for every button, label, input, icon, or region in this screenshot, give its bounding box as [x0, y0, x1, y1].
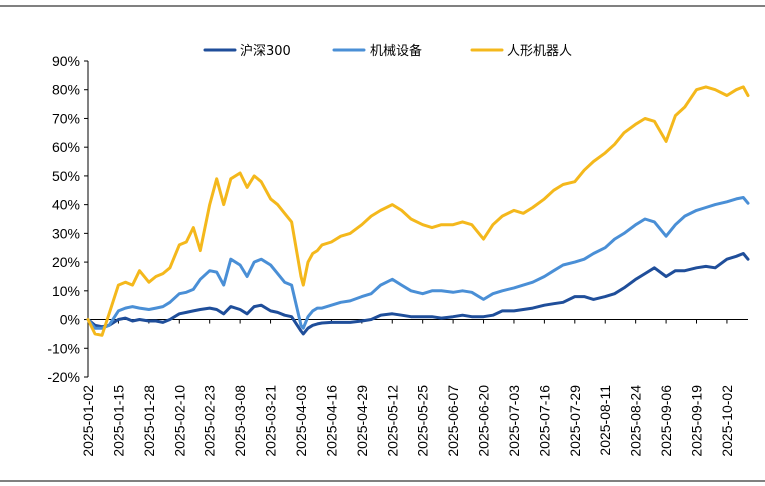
- x-tick-label: 2025-08-11: [597, 385, 613, 456]
- x-tick-label: 2025-10-02: [719, 385, 735, 457]
- x-tick-label: 2025-03-21: [263, 385, 279, 457]
- y-tick-label: -10%: [47, 340, 80, 356]
- y-tick-label: 40%: [52, 197, 80, 213]
- y-tick-label: 70%: [52, 110, 80, 126]
- series-line-2: [86, 196, 750, 330]
- x-tick-label: 2025-01-15: [110, 385, 126, 457]
- y-tick-label: 90%: [52, 53, 80, 69]
- x-tick-label: 2025-06-07: [445, 385, 461, 457]
- y-axis: 90% 80% 70% 60% 50% 40% 30% 20% 10% 0% -10% -20%: [47, 53, 89, 385]
- x-tick-label: 2025-05-12: [384, 385, 400, 457]
- x-tick-label: 2025-02-10: [171, 385, 187, 457]
- y-tick-label: 10%: [52, 283, 80, 299]
- x-tick-label: 2025-09-19: [689, 385, 705, 457]
- legend-label-2: 机械设备: [370, 43, 422, 59]
- x-tick-label: 2025-02-23: [202, 385, 218, 457]
- legend-label-1: 沪深300: [240, 43, 291, 59]
- y-tick-label: -20%: [47, 369, 80, 385]
- x-axis: 2025-01-02 2025-01-15 2025-01-28 2025-02-10…: [80, 319, 748, 457]
- x-tick-label: 2025-03-08: [232, 385, 248, 457]
- x-tick-label: 2025-04-03: [293, 385, 309, 457]
- y-tick-label: 0%: [60, 312, 80, 328]
- series-layer: [86, 85, 750, 337]
- y-tick-label: 50%: [52, 168, 80, 184]
- x-tick-label: 2025-04-16: [323, 385, 339, 457]
- x-tick-label: 2025-06-20: [476, 385, 492, 457]
- series-line-1: [86, 252, 750, 336]
- x-tick-label: 2025-01-28: [141, 385, 157, 457]
- x-tick-label: 2025-08-24: [628, 385, 644, 457]
- legend-label-3: 人形机器人: [507, 44, 572, 59]
- x-tick-label: 2025-07-03: [506, 385, 522, 457]
- y-tick-label: 30%: [52, 225, 80, 241]
- y-tick-label: 80%: [52, 82, 80, 98]
- legend: 沪深300 机械设备 人形机器人: [203, 43, 572, 59]
- x-tick-label: 2025-07-29: [567, 385, 583, 457]
- x-tick-label: 2025-01-02: [80, 385, 96, 457]
- x-tick-label: 2025-04-29: [354, 385, 370, 457]
- y-tick-label: 60%: [52, 139, 80, 155]
- x-tick-label: 2025-07-16: [536, 385, 552, 457]
- x-tick-label: 2025-09-06: [658, 385, 674, 457]
- y-tick-label: 20%: [52, 254, 80, 270]
- series-line-3: [86, 85, 750, 337]
- x-tick-label: 2025-05-25: [415, 385, 431, 457]
